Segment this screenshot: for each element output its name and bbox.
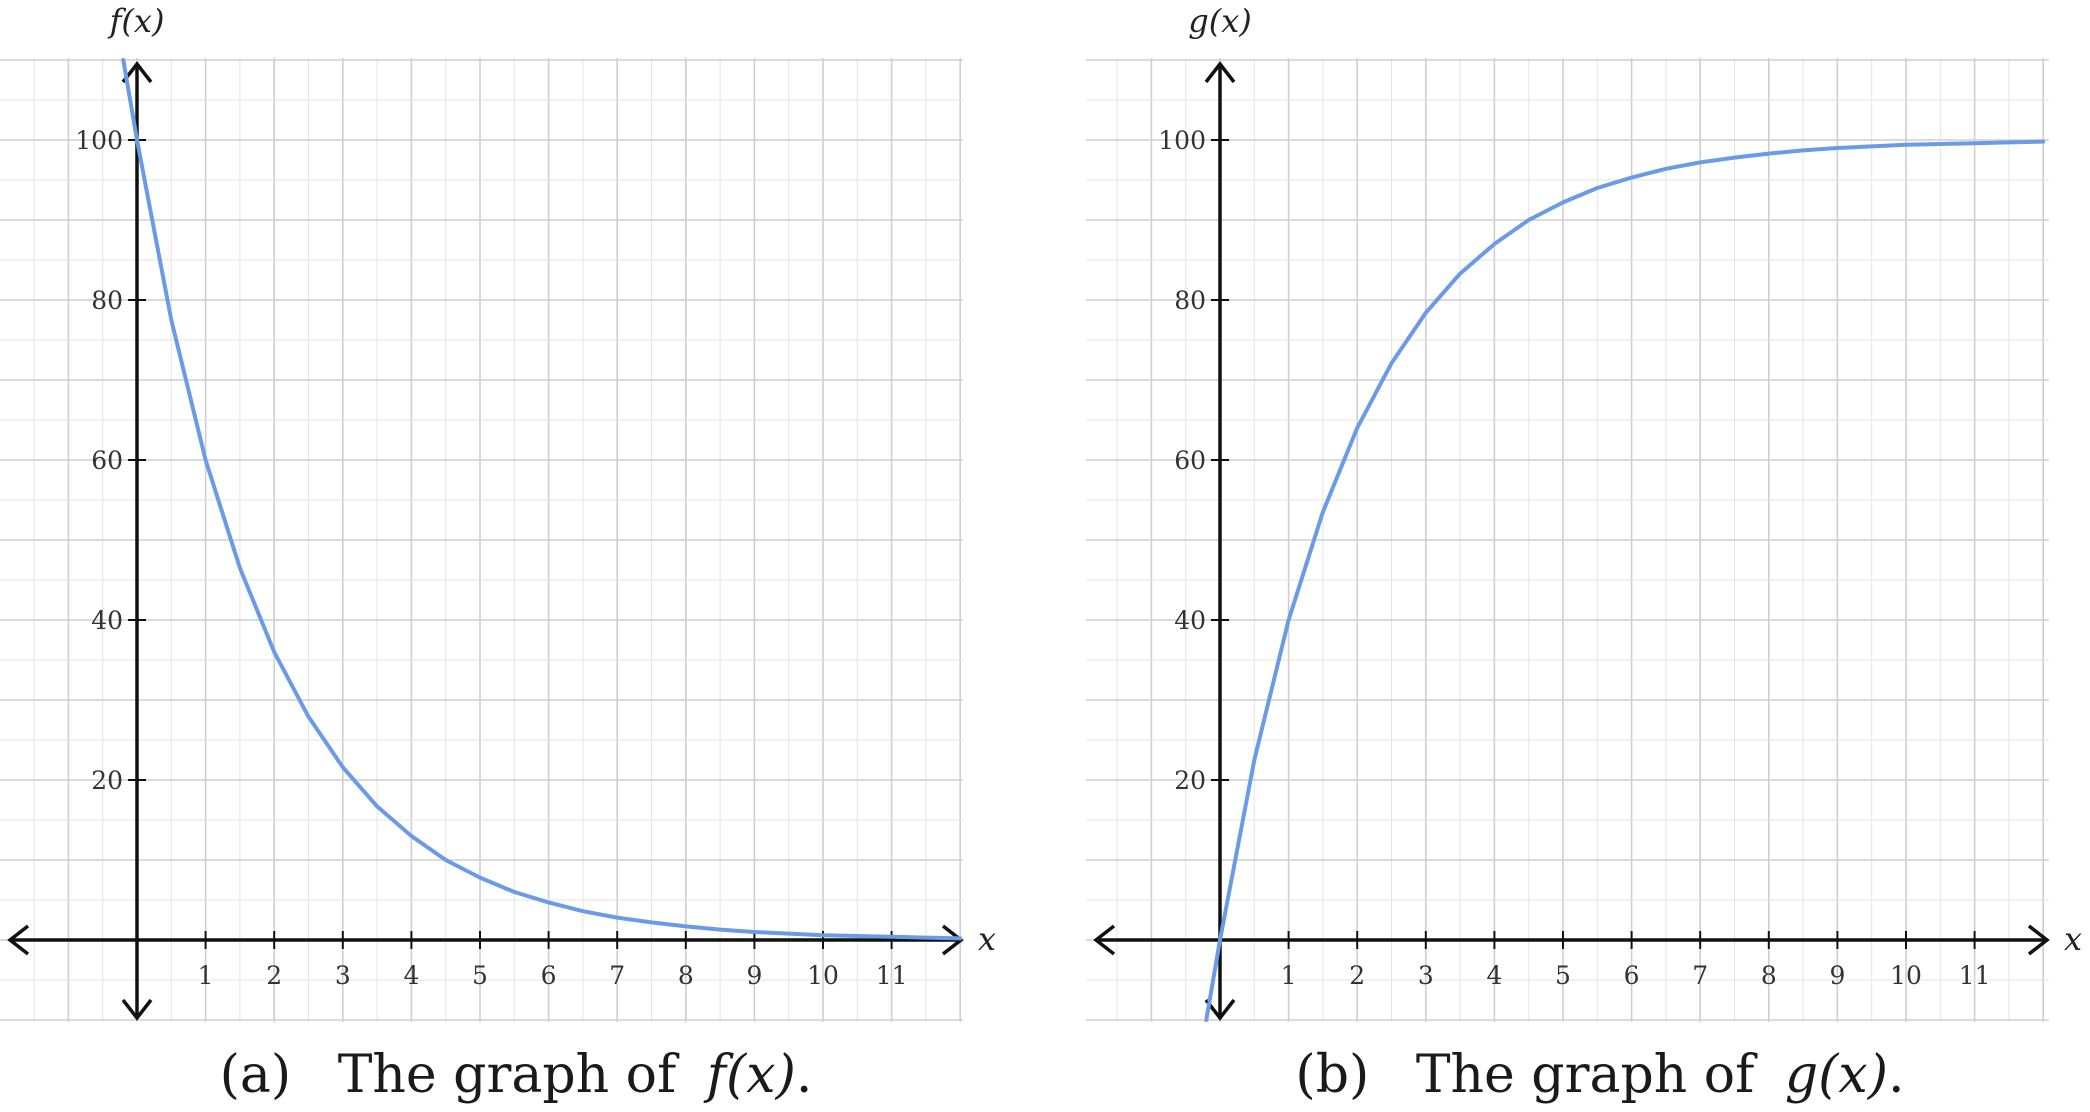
axes <box>1093 61 2050 1021</box>
x-ticks: 1 2 3 4 5 6 7 8 9 10 11 <box>1281 931 1991 990</box>
y-tick-label: 40 <box>1174 606 1206 635</box>
series-line <box>1204 139 2046 1022</box>
x-axis-arrow-left <box>7 924 30 956</box>
x-tick-label: 11 <box>1959 961 1991 990</box>
caption-prefix: The graph of <box>1416 1045 1758 1105</box>
x-tick-label: 8 <box>1761 961 1777 990</box>
x-tick-label: 2 <box>266 961 282 990</box>
x-axis-arrow-right <box>2027 924 2050 956</box>
x-axis-arrow-left <box>1093 924 1116 956</box>
x-tick-label: 10 <box>807 961 839 990</box>
x-tick-label: 7 <box>609 961 625 990</box>
caption-a: (a) The graph of f(x). <box>220 1045 813 1105</box>
y-axis-title: f(x) <box>108 2 165 40</box>
caption-tag: (b) <box>1295 1045 1369 1105</box>
caption-prefix: The graph of <box>338 1045 680 1105</box>
caption-function: f(x) <box>703 1045 796 1105</box>
y-axis-title: g(x) <box>1188 2 1252 40</box>
y-tick-label: 100 <box>1158 126 1206 155</box>
caption-suffix: . <box>796 1045 813 1105</box>
x-tick-label: 4 <box>403 961 419 990</box>
x-tick-label: 11 <box>876 961 908 990</box>
caption-b: (b) The graph of g(x). <box>1295 1045 1904 1105</box>
y-ticks: 20 40 60 80 100 <box>1158 126 1229 795</box>
y-axis-arrow-up <box>1204 61 1236 84</box>
y-ticks: 20 40 60 80 100 <box>75 126 146 795</box>
x-tick-label: 8 <box>678 961 694 990</box>
x-tick-label: 2 <box>1349 961 1365 990</box>
axes <box>7 61 964 1021</box>
x-axis-title: x <box>978 920 996 958</box>
x-tick-label: 1 <box>198 961 214 990</box>
y-tick-label: 60 <box>1174 446 1206 475</box>
x-tick-label: 9 <box>746 961 762 990</box>
caption-function: g(x) <box>1785 1045 1888 1105</box>
x-tick-label: 5 <box>472 961 488 990</box>
x-tick-label: 3 <box>335 961 351 990</box>
grid <box>0 58 963 1022</box>
chart-f: 1 2 3 4 5 6 7 8 9 10 11 x 20 40 60 80 100 f(x) <box>0 2 996 1022</box>
x-tick-label: 4 <box>1486 961 1502 990</box>
series-line <box>121 58 963 941</box>
x-tick-label: 3 <box>1418 961 1434 990</box>
x-ticks: 1 2 3 4 5 6 7 8 9 10 11 <box>198 931 908 990</box>
x-tick-label: 10 <box>1890 961 1922 990</box>
y-axis-arrow-down <box>121 998 153 1021</box>
x-tick-label: 7 <box>1692 961 1708 990</box>
x-tick-label: 5 <box>1555 961 1571 990</box>
y-tick-label: 80 <box>91 286 123 315</box>
x-tick-label: 6 <box>1624 961 1640 990</box>
y-tick-label: 20 <box>1174 766 1206 795</box>
y-tick-label: 40 <box>91 606 123 635</box>
x-tick-label: 6 <box>541 961 557 990</box>
x-tick-label: 9 <box>1829 961 1845 990</box>
y-tick-label: 100 <box>75 126 123 155</box>
caption-tag: (a) <box>220 1045 292 1105</box>
x-axis-title: x <box>2064 920 2082 958</box>
chart-g: 1 2 3 4 5 6 7 8 9 10 11 x 20 40 60 80 100 g(x) <box>1086 2 2082 1022</box>
y-tick-label: 60 <box>91 446 123 475</box>
y-tick-label: 80 <box>1174 286 1206 315</box>
x-tick-label: 1 <box>1281 961 1297 990</box>
caption-suffix: . <box>1888 1045 1905 1105</box>
y-tick-label: 20 <box>91 766 123 795</box>
